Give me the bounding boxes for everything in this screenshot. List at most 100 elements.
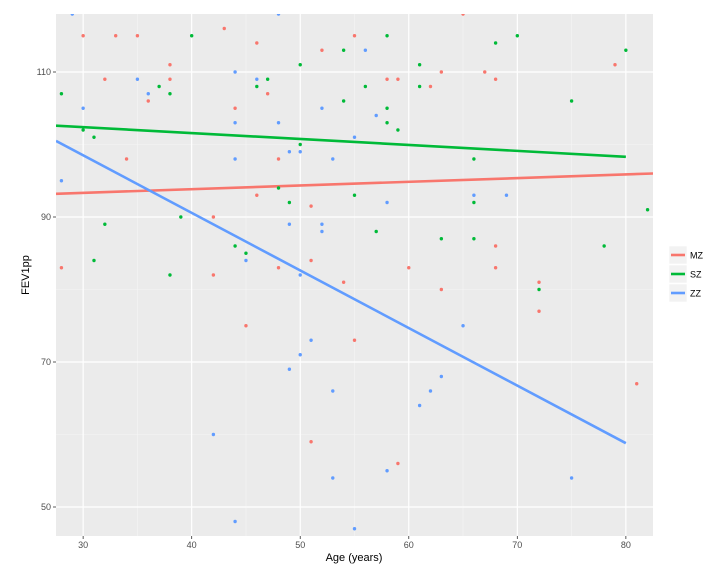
point-zz — [374, 113, 378, 118]
point-mz — [233, 106, 237, 110]
x-tick-label: 70 — [512, 540, 522, 550]
point-sz — [341, 48, 346, 52]
point-sz — [168, 92, 172, 96]
point-sz — [341, 99, 346, 103]
point-mz — [255, 193, 259, 197]
point-zz — [569, 476, 574, 480]
x-tick-label: 50 — [295, 540, 305, 550]
point-sz — [385, 106, 389, 110]
point-sz — [244, 251, 248, 255]
x-tick-label: 60 — [404, 540, 414, 550]
point-mz — [493, 77, 498, 81]
point-mz — [537, 309, 541, 313]
point-sz — [385, 121, 389, 125]
point-sz — [396, 128, 400, 132]
point-sz — [439, 237, 444, 241]
x-tick-label: 40 — [187, 540, 197, 550]
point-zz — [59, 179, 64, 183]
point-mz — [439, 70, 444, 74]
point-zz — [385, 469, 389, 473]
point-sz — [276, 186, 281, 190]
point-mz — [265, 92, 270, 96]
point-mz — [222, 26, 226, 31]
point-zz — [146, 92, 150, 96]
point-mz — [396, 77, 400, 81]
point-mz — [135, 34, 140, 38]
point-zz — [287, 367, 292, 371]
point-zz — [428, 389, 433, 393]
point-mz — [439, 287, 444, 292]
y-tick-label: 70 — [41, 357, 51, 367]
point-sz — [331, 5, 334, 8]
point-sz — [59, 92, 64, 96]
legend: MZ SZ ZZ — [668, 245, 703, 303]
point-mz — [407, 266, 411, 270]
point-sz — [417, 84, 422, 89]
point-mz — [59, 266, 64, 270]
point-zz — [298, 273, 302, 277]
point-zz — [81, 106, 85, 110]
point-zz — [233, 70, 237, 74]
point-mz — [461, 14, 465, 16]
point-sz — [189, 34, 194, 38]
point-zz — [320, 222, 324, 226]
point-sz — [298, 63, 302, 67]
y-tick-label: 90 — [41, 212, 51, 222]
x-tick-label: 30 — [78, 540, 88, 550]
legend-label-sz: SZ — [690, 270, 702, 280]
point-sz — [103, 222, 107, 226]
point-zz — [255, 77, 259, 81]
point-sz — [92, 258, 96, 263]
point-mz — [146, 99, 150, 103]
point-zz — [287, 222, 292, 226]
point-sz — [472, 157, 476, 161]
point-mz — [493, 244, 498, 248]
y-axis-ticks: 50 70 90 110 — [37, 67, 56, 512]
point-mz — [168, 63, 172, 67]
point-zz — [70, 14, 74, 16]
point-zz — [309, 338, 313, 342]
data-points — [59, 5, 650, 531]
x-axis-ticks: 30 40 50 60 70 80 — [78, 536, 631, 550]
y-axis-title: FEV1pp — [20, 255, 32, 295]
point-sz — [255, 84, 259, 89]
point-zz — [233, 519, 237, 524]
point-mz — [114, 34, 118, 38]
point-sz — [265, 77, 270, 81]
point-zz — [385, 200, 389, 205]
point-mz — [211, 273, 216, 277]
point-mz — [635, 382, 639, 386]
point-mz — [255, 41, 259, 45]
point-sz — [624, 48, 628, 52]
point-zz — [331, 157, 335, 161]
point-zz — [211, 432, 216, 437]
point-sz — [298, 142, 302, 147]
point-sz — [602, 244, 606, 248]
fit-lines — [56, 124, 653, 445]
point-zz — [363, 48, 368, 52]
point-sz — [179, 215, 183, 219]
point-zz — [244, 258, 248, 263]
point-sz — [493, 41, 498, 45]
point-sz — [374, 229, 378, 234]
point-mz — [103, 77, 107, 81]
point-zz — [352, 135, 357, 139]
point-mz — [276, 266, 281, 270]
point-sz — [472, 5, 475, 8]
point-zz — [233, 157, 237, 161]
point-sz — [352, 193, 357, 197]
point-zz — [417, 403, 422, 408]
point-zz — [472, 193, 476, 197]
legend-label-zz: ZZ — [690, 289, 701, 299]
point-sz — [92, 135, 96, 139]
point-zz — [298, 150, 302, 154]
point-mz — [428, 84, 433, 89]
point-zz — [504, 193, 509, 197]
point-mz — [309, 204, 313, 208]
point-zz — [352, 527, 357, 531]
point-mz — [493, 266, 498, 270]
point-sz — [569, 99, 574, 103]
fit-line-zz — [56, 139, 627, 445]
point-mz — [309, 440, 313, 444]
